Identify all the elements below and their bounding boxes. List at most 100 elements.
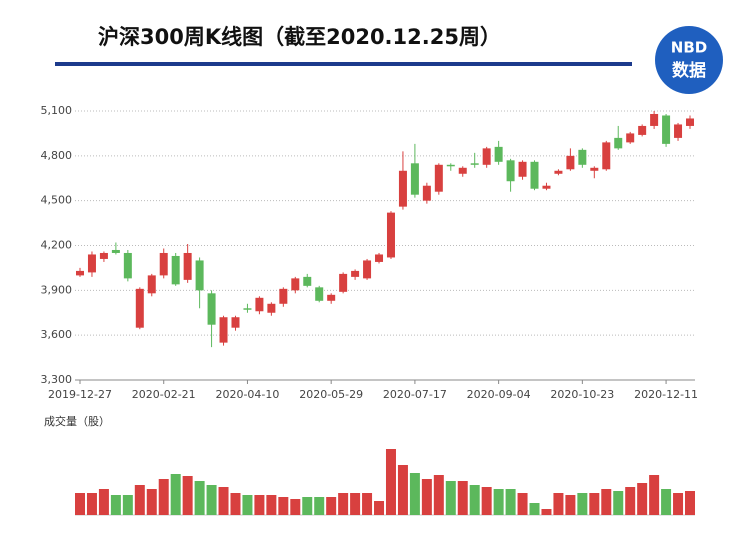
volume-bar bbox=[685, 491, 695, 515]
candle-body bbox=[76, 270, 84, 276]
x-tick-label: 2020-10-23 bbox=[550, 388, 614, 401]
chart-title: 沪深300周K线图（截至2020.12.25周） bbox=[98, 25, 501, 49]
candle-body bbox=[422, 185, 431, 201]
candle-body bbox=[231, 317, 240, 328]
candle-body bbox=[87, 254, 96, 273]
candle-body bbox=[542, 185, 551, 189]
y-tick-label: 4,800 bbox=[41, 149, 73, 162]
volume-bar bbox=[134, 485, 145, 515]
volume-bar bbox=[98, 489, 109, 515]
volume-bar bbox=[541, 509, 552, 515]
x-tick-label: 2020-12-11 bbox=[634, 388, 698, 401]
candle-body bbox=[279, 288, 288, 304]
volume-bar bbox=[481, 487, 492, 515]
y-tick-label: 4,200 bbox=[41, 239, 73, 252]
candle-body bbox=[207, 293, 216, 325]
candle-body bbox=[518, 161, 527, 177]
candle-body bbox=[674, 124, 683, 138]
volume-bar bbox=[397, 465, 408, 515]
candle-body bbox=[351, 270, 360, 277]
volume-bar bbox=[517, 493, 528, 515]
volume-bar bbox=[493, 489, 504, 515]
candle-body bbox=[566, 155, 575, 170]
volume-bar bbox=[625, 487, 636, 515]
y-tick-label: 3,900 bbox=[41, 283, 73, 296]
volume-bar bbox=[206, 485, 217, 515]
volume-bar bbox=[290, 499, 301, 515]
volume-bar bbox=[242, 495, 253, 515]
candle-body bbox=[686, 118, 694, 126]
candle-body bbox=[171, 255, 180, 285]
x-tick-label: 2020-04-10 bbox=[215, 388, 279, 401]
candle-body bbox=[255, 297, 264, 312]
volume-bar bbox=[433, 475, 444, 515]
y-tick-label: 3,300 bbox=[41, 373, 73, 386]
candle-body bbox=[147, 275, 156, 294]
volume-bar bbox=[218, 487, 229, 515]
volume-bar bbox=[613, 491, 624, 515]
candle-body bbox=[303, 276, 312, 286]
candle-body bbox=[602, 142, 611, 170]
volume-bar bbox=[601, 489, 612, 515]
candle-body bbox=[375, 254, 384, 262]
volume-bar bbox=[445, 481, 456, 515]
candle-body bbox=[590, 167, 599, 171]
candle-body bbox=[135, 288, 144, 328]
candle-body bbox=[267, 303, 276, 313]
volume-bar bbox=[553, 493, 564, 515]
volume-bar bbox=[421, 479, 432, 515]
y-tick-label: 5,100 bbox=[41, 104, 73, 117]
volume-bar bbox=[374, 501, 385, 515]
volume-bar bbox=[409, 473, 420, 515]
candle-body bbox=[327, 294, 336, 301]
volume-bar bbox=[266, 495, 277, 515]
volume-bar bbox=[362, 493, 373, 515]
volume-bar bbox=[338, 493, 349, 515]
candle-body bbox=[626, 133, 635, 143]
volume-bar bbox=[565, 495, 576, 515]
volume-bar bbox=[110, 495, 121, 515]
volume-bar bbox=[182, 476, 193, 515]
y-tick-label: 4,500 bbox=[41, 194, 73, 207]
x-tick-label: 2020-09-04 bbox=[467, 388, 531, 401]
candle-body bbox=[386, 212, 395, 258]
candle-body bbox=[291, 278, 300, 291]
volume-bar bbox=[637, 483, 648, 515]
candle-body bbox=[339, 273, 348, 292]
volume-bar bbox=[86, 493, 97, 515]
volume-bar bbox=[75, 493, 85, 515]
volume-bar bbox=[350, 493, 361, 515]
candle-body bbox=[159, 252, 168, 276]
volume-bar bbox=[194, 481, 205, 515]
candle-body bbox=[123, 252, 132, 279]
candle-body bbox=[662, 115, 671, 144]
x-tick-label: 2020-07-17 bbox=[383, 388, 447, 401]
candle-body bbox=[494, 146, 503, 162]
volume-bar bbox=[505, 489, 516, 515]
candle-body bbox=[363, 260, 372, 279]
volume-bar bbox=[314, 497, 325, 515]
candle-body bbox=[614, 137, 623, 149]
volume-bar bbox=[469, 485, 480, 515]
volume-bar bbox=[661, 489, 672, 515]
volume-label: 成交量（股） bbox=[44, 414, 110, 428]
candle-body bbox=[578, 149, 587, 165]
candle-body bbox=[398, 170, 407, 207]
volume-bar bbox=[457, 481, 468, 515]
volume-bar bbox=[170, 474, 181, 515]
candle-body bbox=[482, 148, 491, 165]
x-tick-label: 2020-05-29 bbox=[299, 388, 363, 401]
candle-body bbox=[530, 161, 539, 189]
logo-bottom: 数据 bbox=[672, 60, 706, 81]
volume-bar bbox=[529, 503, 540, 515]
candle-body bbox=[638, 125, 647, 135]
candle-body bbox=[111, 249, 120, 253]
candle-body bbox=[219, 317, 228, 343]
title-rule bbox=[55, 62, 632, 66]
volume-bar bbox=[649, 475, 660, 515]
y-tick-label: 3,600 bbox=[41, 328, 73, 341]
candle-body bbox=[195, 260, 204, 291]
candle-body bbox=[458, 167, 467, 174]
candle-body bbox=[470, 163, 479, 165]
